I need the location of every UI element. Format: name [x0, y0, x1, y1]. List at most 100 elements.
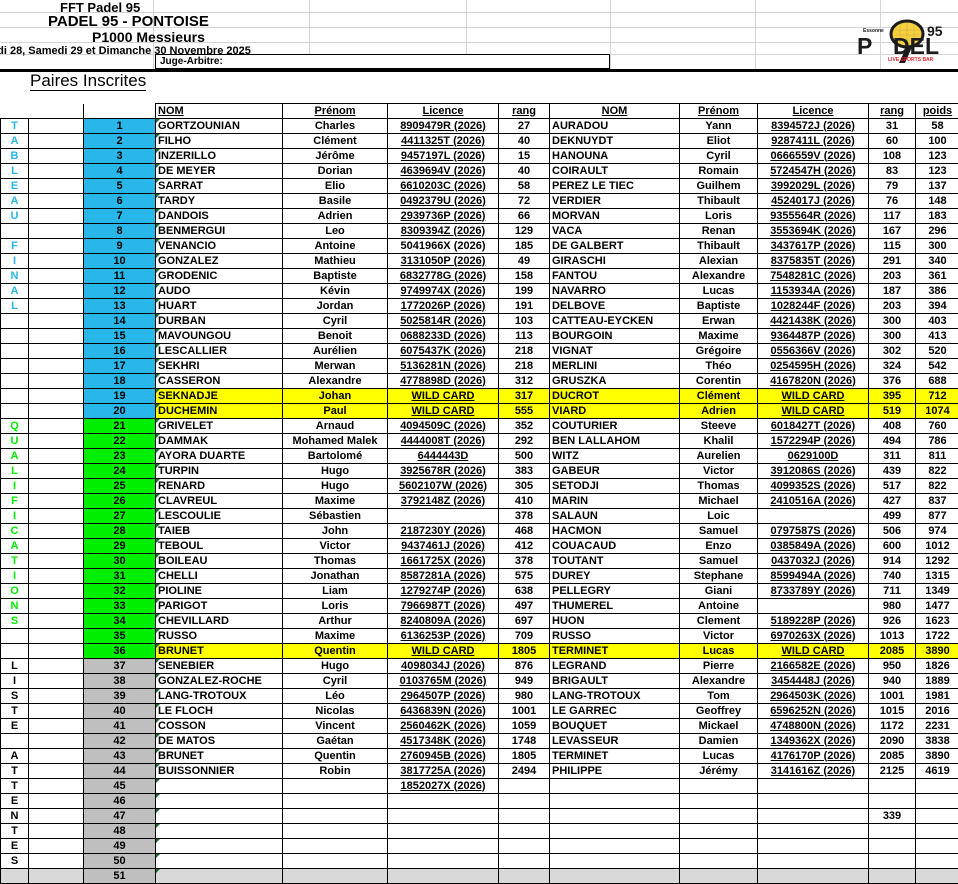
player1-licence[interactable]: 2187230Y (2026) — [388, 524, 499, 539]
pair-poids[interactable]: 3890 — [916, 749, 958, 764]
player2-rang[interactable]: 311 — [869, 449, 916, 464]
player1-lastname[interactable]: SENEBIER — [156, 659, 283, 674]
licence-link[interactable]: 6136253P (2026) — [401, 630, 486, 642]
licence-link[interactable]: 4099352S (2026) — [770, 480, 855, 492]
player2-rang[interactable]: 300 — [869, 329, 916, 344]
player1-firstname[interactable]: Maxime — [283, 494, 388, 509]
player2-firstname[interactable] — [680, 824, 758, 839]
player2-lastname[interactable]: FANTOU — [550, 269, 680, 284]
player2-lastname[interactable]: BOUQUET — [550, 719, 680, 734]
licence-link[interactable]: 8309394Z (2026) — [401, 225, 485, 237]
licence-link[interactable]: 9355564R (2026) — [770, 210, 856, 222]
player1-lastname[interactable]: SARRAT — [156, 179, 283, 194]
judge-field[interactable]: Juge-Arbitre: — [155, 54, 610, 69]
player1-lastname[interactable]: TARDY — [156, 194, 283, 209]
licence-link[interactable]: 0556366V (2026) — [770, 345, 855, 357]
licence-link[interactable]: 7966987T (2026) — [401, 600, 485, 612]
player2-lastname[interactable]: HANOUNA — [550, 149, 680, 164]
player2-rang[interactable]: 519 — [869, 404, 916, 419]
player1-firstname[interactable]: Sébastien — [283, 509, 388, 524]
player1-lastname[interactable]: CASSERON — [156, 374, 283, 389]
pair-poids[interactable]: 811 — [916, 449, 958, 464]
player2-rang[interactable]: 203 — [869, 269, 916, 284]
row-number-cell[interactable]: 24 — [84, 464, 156, 479]
player2-licence[interactable]: WILD CARD — [758, 644, 869, 659]
player2-licence[interactable]: 2964503K (2026) — [758, 689, 869, 704]
player2-licence[interactable]: 2410516A (2026) — [758, 494, 869, 509]
player2-licence[interactable]: 0385849A (2026) — [758, 539, 869, 554]
licence-link[interactable]: 8375835T (2026) — [771, 255, 855, 267]
player2-rang[interactable]: 926 — [869, 614, 916, 629]
player2-lastname[interactable]: LEGRAND — [550, 659, 680, 674]
player2-rang[interactable]: 291 — [869, 254, 916, 269]
player1-licence[interactable]: 6075437K (2026) — [388, 344, 499, 359]
player2-rang[interactable] — [869, 839, 916, 854]
pair-poids[interactable]: 1889 — [916, 674, 958, 689]
player1-licence[interactable]: 0492379U (2026) — [388, 194, 499, 209]
player2-rang[interactable]: 506 — [869, 524, 916, 539]
licence-link[interactable]: 8909479R (2026) — [400, 120, 486, 132]
player2-lastname[interactable]: LE GARREC — [550, 704, 680, 719]
player1-rang[interactable] — [499, 824, 550, 839]
player1-licence[interactable]: 1852027X (2026) — [388, 779, 499, 794]
player1-licence[interactable]: 0103765M (2026) — [388, 674, 499, 689]
player2-licence[interactable]: 4748800N (2026) — [758, 719, 869, 734]
licence-link[interactable]: 1572294P (2026) — [771, 435, 856, 447]
player1-rang[interactable]: 40 — [499, 164, 550, 179]
licence-link[interactable]: 4748800N (2026) — [770, 720, 856, 732]
licence-link[interactable]: 5602107W (2026) — [399, 480, 487, 492]
player1-licence[interactable]: 3131050P (2026) — [388, 254, 499, 269]
pair-poids[interactable]: 1477 — [916, 599, 958, 614]
row-number-cell[interactable]: 12 — [84, 284, 156, 299]
licence-link[interactable]: 2410516A (2026) — [770, 495, 855, 507]
player2-licence[interactable]: 7548281C (2026) — [758, 269, 869, 284]
player2-lastname[interactable]: MERLINI — [550, 359, 680, 374]
player1-firstname[interactable]: Merwan — [283, 359, 388, 374]
player2-rang[interactable]: 83 — [869, 164, 916, 179]
player1-licence[interactable] — [388, 854, 499, 869]
row-number-cell[interactable]: 38 — [84, 674, 156, 689]
row-number-cell[interactable]: 42 — [84, 734, 156, 749]
player2-rang[interactable] — [869, 779, 916, 794]
player1-rang[interactable]: 191 — [499, 299, 550, 314]
player1-firstname[interactable]: Hugo — [283, 479, 388, 494]
player1-lastname[interactable] — [156, 809, 283, 824]
player1-lastname[interactable]: BUISSONNIER — [156, 764, 283, 779]
player2-rang[interactable]: 600 — [869, 539, 916, 554]
player2-firstname[interactable]: Erwan — [680, 314, 758, 329]
player1-licence[interactable] — [388, 509, 499, 524]
row-number-cell[interactable]: 14 — [84, 314, 156, 329]
player2-rang[interactable]: 950 — [869, 659, 916, 674]
player2-licence[interactable]: 2166582E (2026) — [758, 659, 869, 674]
licence-link[interactable]: 0437032J (2026) — [771, 555, 855, 567]
player2-licence[interactable] — [758, 809, 869, 824]
player2-licence[interactable]: WILD CARD — [758, 404, 869, 419]
player1-rang[interactable] — [499, 854, 550, 869]
player2-lastname[interactable]: VIARD — [550, 404, 680, 419]
licence-link[interactable]: 2939736P (2026) — [401, 210, 486, 222]
player1-firstname[interactable] — [283, 794, 388, 809]
player1-licence[interactable]: 6610203C (2026) — [388, 179, 499, 194]
player1-rang[interactable]: 158 — [499, 269, 550, 284]
licence-link[interactable]: 3912086S (2026) — [770, 465, 855, 477]
player2-licence[interactable]: 1349362X (2026) — [758, 734, 869, 749]
player2-rang[interactable]: 31 — [869, 119, 916, 134]
player1-lastname[interactable]: GORTZOUNIAN — [156, 119, 283, 134]
licence-link[interactable]: 9287411L (2026) — [771, 135, 855, 147]
player1-lastname[interactable]: BENMERGUI — [156, 224, 283, 239]
player2-lastname[interactable]: LEVASSEUR — [550, 734, 680, 749]
player1-lastname[interactable]: AUDO — [156, 284, 283, 299]
licence-link[interactable]: 2964503K (2026) — [770, 690, 856, 702]
player1-rang[interactable]: 468 — [499, 524, 550, 539]
player2-firstname[interactable]: Aurelien — [680, 449, 758, 464]
player2-licence[interactable]: 3454448J (2026) — [758, 674, 869, 689]
pair-poids[interactable]: 712 — [916, 389, 958, 404]
player2-lastname[interactable] — [550, 779, 680, 794]
player2-lastname[interactable]: COUTURIER — [550, 419, 680, 434]
player2-lastname[interactable]: BEN LALLAHOM — [550, 434, 680, 449]
